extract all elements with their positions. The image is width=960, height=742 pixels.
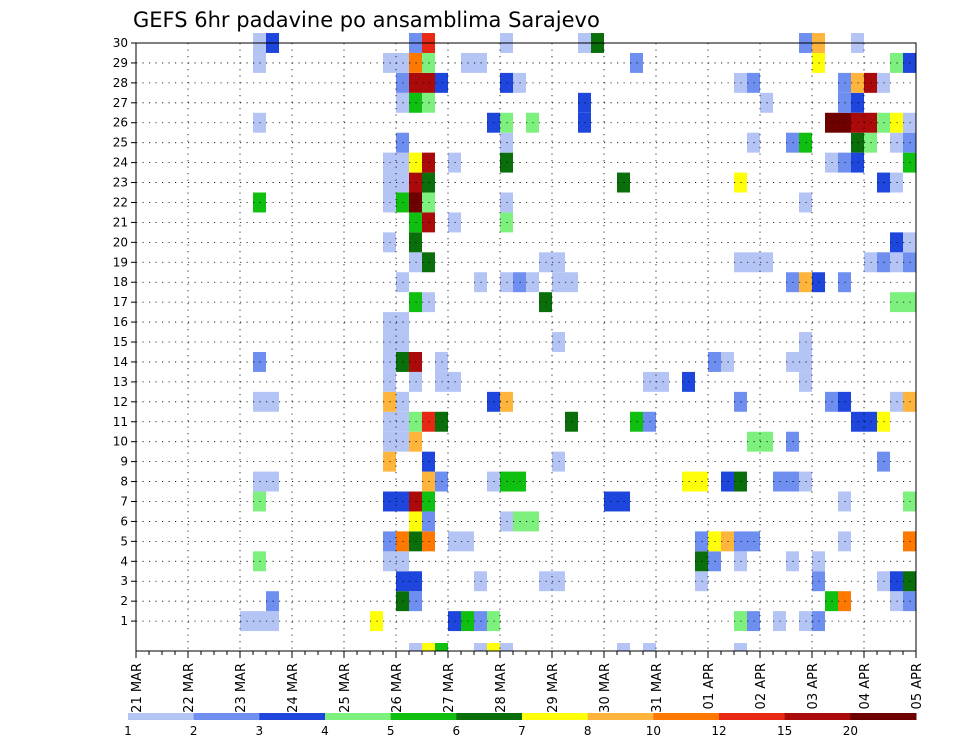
y-tick-label: 25 — [113, 136, 128, 150]
chart-title: GEFS 6hr padavine po ansamblima Sarajevo — [133, 8, 600, 32]
legend-label: 2 — [190, 724, 198, 738]
legend-label: 10 — [646, 724, 661, 738]
x-axis: 21 MAR 22 MAR 23 MAR 24 MAR 25 MAR 26 MAR 27 M… — [130, 651, 925, 713]
x-tick-label: 02 APR — [754, 663, 769, 709]
legend-label: 5 — [387, 724, 395, 738]
y-tick-label: 12 — [113, 395, 128, 409]
legend-label: 8 — [584, 724, 592, 738]
y-tick-label: 11 — [113, 415, 128, 429]
grid-lines — [136, 42, 916, 651]
heatmap-cell — [617, 643, 630, 651]
y-tick-label: 28 — [113, 76, 128, 90]
y-tick-label: 16 — [113, 315, 128, 329]
y-tick-label: 27 — [113, 96, 128, 110]
heatmap-cell — [409, 643, 422, 651]
x-tick-label: 04 APR — [858, 663, 873, 709]
x-tick-label: 22 MAR — [182, 663, 197, 713]
color-legend: 1 2 3 4 5 6 7 8 10 12 15 20 — [124, 713, 917, 738]
y-tick-label: 19 — [113, 255, 128, 269]
heatmap-cell — [500, 643, 513, 651]
x-tick-label: 23 MAR — [234, 663, 249, 713]
y-tick-label: 7 — [120, 494, 128, 508]
heatmap-cell — [474, 643, 487, 651]
y-tick-label: 17 — [113, 295, 128, 309]
y-tick-label: 24 — [113, 156, 128, 170]
legend-swatch — [325, 713, 392, 720]
heatmap-cell — [435, 643, 448, 651]
legend-label: 12 — [711, 724, 726, 738]
legend-swatch — [784, 713, 851, 720]
legend-label: 6 — [453, 724, 461, 738]
x-tick-label: 31 MAR — [650, 663, 665, 713]
legend-label: 20 — [843, 724, 858, 738]
y-tick-label: 21 — [113, 215, 128, 229]
legend-swatch — [259, 713, 326, 720]
legend-swatch — [522, 713, 589, 720]
legend-label: 15 — [777, 724, 792, 738]
legend-swatch — [390, 713, 457, 720]
y-tick-label: 10 — [113, 435, 128, 449]
heatmap-cell — [643, 643, 656, 651]
legend-swatch — [587, 713, 654, 720]
x-tick-label: 26 MAR — [390, 663, 405, 713]
legend-swatch — [653, 713, 720, 720]
x-tick-label: 28 MAR — [494, 663, 509, 713]
x-tick-label: 25 MAR — [338, 663, 353, 713]
legend-swatch — [850, 713, 917, 720]
x-tick-label: 03 APR — [806, 663, 821, 709]
y-tick-label: 22 — [113, 195, 128, 209]
x-tick-label: 24 MAR — [286, 663, 301, 713]
x-tick-label: 29 MAR — [546, 663, 561, 713]
y-tick-label: 30 — [113, 36, 128, 50]
y-tick-label: 9 — [120, 455, 128, 469]
y-tick-label: 6 — [120, 514, 128, 528]
y-tick-label: 4 — [120, 554, 128, 568]
y-tick-label: 18 — [113, 275, 128, 289]
heatmap-cell — [734, 643, 747, 651]
y-tick-label: 13 — [113, 375, 128, 389]
legend-label: 4 — [321, 724, 329, 738]
y-axis: 1234567891011121314151617181920212223242… — [113, 36, 136, 628]
legend-label: 1 — [124, 724, 132, 738]
y-tick-label: 5 — [120, 534, 128, 548]
y-tick-label: 2 — [120, 594, 128, 608]
y-tick-label: 14 — [113, 355, 128, 369]
x-tick-label: 21 MAR — [130, 663, 145, 713]
x-tick-label: 05 APR — [910, 663, 925, 709]
legend-swatch — [128, 713, 195, 720]
y-tick-label: 3 — [120, 574, 128, 588]
legend-swatch — [719, 713, 786, 720]
y-tick-label: 29 — [113, 56, 128, 70]
legend-swatch — [193, 713, 260, 720]
y-tick-label: 20 — [113, 235, 128, 249]
heatmap-cell — [422, 643, 435, 651]
heatmap-cell — [487, 643, 500, 651]
y-tick-label: 8 — [120, 475, 128, 489]
x-tick-label: 30 MAR — [598, 663, 613, 713]
legend-label: 7 — [518, 724, 526, 738]
x-tick-label: 27 MAR — [442, 663, 457, 713]
y-tick-label: 1 — [120, 614, 128, 628]
legend-swatch — [456, 713, 523, 720]
y-tick-label: 26 — [113, 116, 128, 130]
legend-label: 3 — [256, 724, 264, 738]
y-tick-label: 15 — [113, 335, 128, 349]
y-tick-label: 23 — [113, 176, 128, 190]
x-tick-label: 01 APR — [702, 663, 717, 709]
